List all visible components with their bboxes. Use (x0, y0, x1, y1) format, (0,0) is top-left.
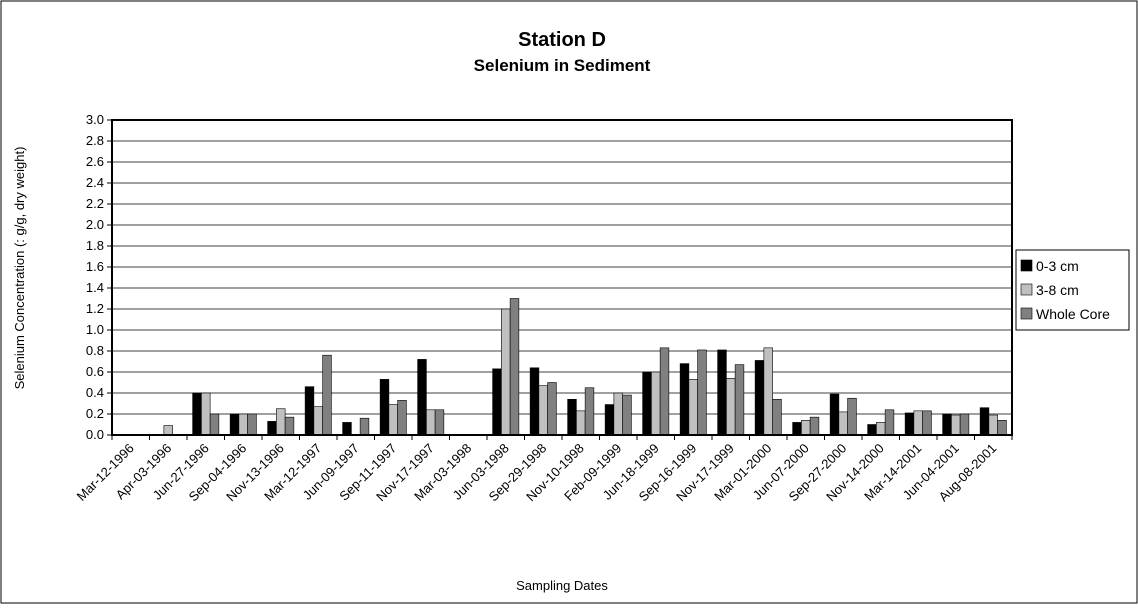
bar (734, 364, 745, 436)
legend-label: 0-3 cm (1036, 258, 1079, 274)
chart-title: Station D (518, 29, 606, 51)
bar (576, 410, 586, 436)
chart-subtitle: Selenium in Sediment (474, 56, 651, 75)
bar (322, 354, 332, 436)
bar (697, 349, 707, 436)
bar (501, 308, 511, 436)
bar (876, 422, 886, 436)
y-axis-title: Selenium Concentration (: g/g, dry weigh… (12, 147, 27, 390)
y-tick-label: 0.8 (86, 343, 104, 358)
plot-border (111, 119, 1013, 436)
bar (313, 406, 323, 436)
y-tick-label: 1.0 (86, 322, 104, 337)
y-tick-label: 1.6 (86, 259, 104, 274)
y-tick-label: 1.8 (86, 238, 104, 253)
bar (163, 425, 173, 436)
bar (379, 379, 390, 436)
bar (772, 398, 782, 436)
bar (688, 379, 698, 436)
bar (829, 393, 840, 436)
bar (529, 367, 540, 436)
bar (359, 417, 370, 436)
bar (922, 410, 932, 436)
bar (388, 404, 398, 436)
y-tick-label: 2.6 (86, 154, 104, 169)
bar (584, 387, 595, 436)
bar (567, 398, 577, 436)
bar (434, 409, 445, 436)
y-tick-label: 0.6 (86, 364, 104, 379)
bar (209, 413, 220, 436)
y-tick-label: 0.0 (86, 427, 104, 442)
bar (763, 347, 773, 436)
legend-label: 3-8 cm (1036, 282, 1079, 298)
bar (959, 413, 970, 436)
bar (604, 404, 615, 436)
bar (426, 409, 436, 436)
y-tick-label: 2.2 (86, 196, 104, 211)
bar (904, 412, 915, 436)
y-tick-label: 0.2 (86, 406, 104, 421)
bar (988, 414, 998, 436)
bar (192, 392, 202, 436)
legend-swatch (1020, 259, 1033, 272)
legend-swatch (1020, 307, 1033, 320)
y-tick-label: 0.4 (86, 385, 104, 400)
bar (509, 298, 520, 436)
bar (284, 416, 295, 436)
bar (979, 407, 990, 436)
bar (238, 413, 248, 436)
bar (276, 408, 286, 436)
bar (913, 410, 923, 436)
bar (267, 421, 277, 436)
y-tick-label: 2.8 (86, 133, 104, 148)
y-tick-label: 2.4 (86, 175, 104, 190)
bar (651, 371, 661, 436)
bar (622, 394, 632, 436)
bar (247, 413, 257, 436)
bar (792, 422, 802, 436)
bar (538, 385, 548, 436)
bar (809, 416, 820, 436)
bar (342, 422, 352, 436)
legend-box (1015, 249, 1130, 331)
bar (659, 347, 670, 436)
bar (801, 419, 811, 436)
bar (547, 382, 557, 436)
bar (397, 400, 407, 436)
bar (997, 419, 1007, 436)
legend-label: Whole Core (1036, 306, 1110, 322)
bar (679, 363, 690, 436)
legend-swatch (1020, 283, 1033, 296)
bar (229, 413, 240, 436)
bar (726, 377, 736, 436)
bar (884, 409, 895, 436)
bar (613, 392, 623, 436)
bar (492, 368, 502, 436)
x-axis-title: Sampling Dates (516, 578, 608, 593)
bar (942, 413, 952, 436)
bar (642, 371, 652, 436)
y-tick-label: 1.2 (86, 301, 104, 316)
y-tick-label: 2.0 (86, 217, 104, 232)
bar (417, 359, 427, 436)
bar (847, 397, 857, 436)
bar (838, 411, 848, 436)
bar (304, 386, 315, 436)
bar (717, 349, 727, 436)
bar (201, 392, 211, 436)
y-tick-label: 3.0 (86, 112, 104, 127)
bar (951, 414, 961, 436)
bar (754, 360, 765, 436)
bar (867, 424, 877, 436)
y-tick-label: 1.4 (86, 280, 104, 295)
